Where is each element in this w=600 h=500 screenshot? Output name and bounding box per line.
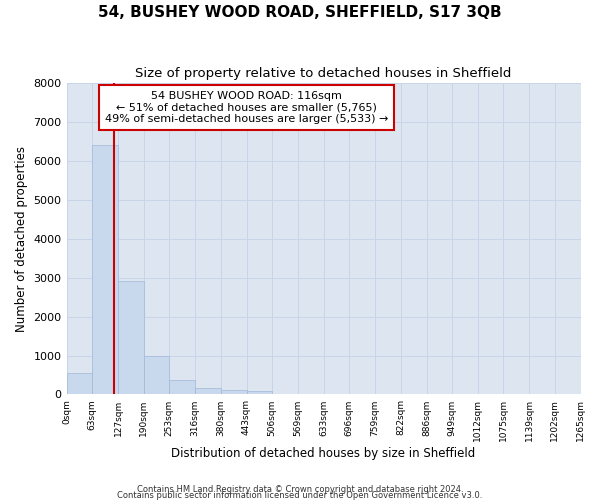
Bar [247, 391, 272, 394]
Bar [92, 146, 118, 394]
Text: Contains public sector information licensed under the Open Government Licence v3: Contains public sector information licen… [118, 490, 482, 500]
Title: Size of property relative to detached houses in Sheffield: Size of property relative to detached ho… [136, 68, 512, 80]
Text: 54, BUSHEY WOOD ROAD, SHEFFIELD, S17 3QB: 54, BUSHEY WOOD ROAD, SHEFFIELD, S17 3QB [98, 5, 502, 20]
Bar [118, 281, 144, 394]
Bar [67, 373, 92, 394]
Bar [221, 390, 247, 394]
Bar [195, 388, 221, 394]
Y-axis label: Number of detached properties: Number of detached properties [15, 146, 28, 332]
Text: Contains HM Land Registry data © Crown copyright and database right 2024.: Contains HM Land Registry data © Crown c… [137, 485, 463, 494]
Bar [169, 380, 195, 394]
Bar [144, 356, 169, 395]
X-axis label: Distribution of detached houses by size in Sheffield: Distribution of detached houses by size … [172, 447, 476, 460]
Text: 54 BUSHEY WOOD ROAD: 116sqm
← 51% of detached houses are smaller (5,765)
49% of : 54 BUSHEY WOOD ROAD: 116sqm ← 51% of det… [105, 91, 388, 124]
